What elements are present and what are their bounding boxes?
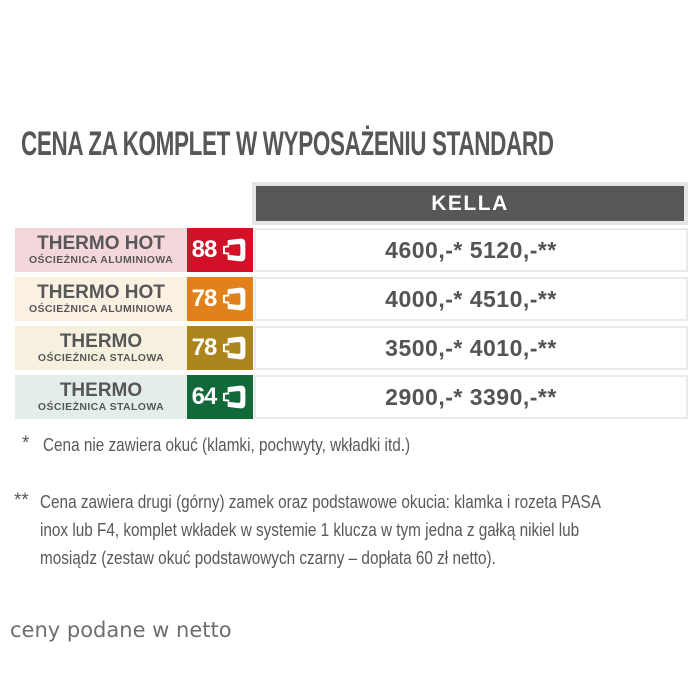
- open-door-icon: [223, 238, 246, 262]
- footnote-single: Cena nie zawiera okuć (klamki, pochwyty,…: [43, 431, 475, 459]
- price-cell: 3500,-* 4010,-**: [254, 326, 688, 370]
- door-thickness-value: 78: [191, 334, 218, 361]
- frame-type-label: OŚCIEŻNICA STALOWA: [37, 400, 165, 413]
- door-thickness-badge: 64: [187, 375, 253, 419]
- door-thickness-badge: 78: [187, 326, 253, 370]
- frame-type-label: OŚCIEŻNICA ALUMINIOWA: [28, 302, 174, 315]
- price-cell: 2900,-* 3390,-**: [254, 375, 688, 419]
- open-door-icon: [223, 336, 246, 360]
- page-title: CENA ZA KOMPLET W WYPOSAŻENIU STANDARD: [21, 127, 700, 161]
- table-header-kella: KELLA: [252, 182, 688, 225]
- net-prices-note: ceny podane w netto: [10, 618, 232, 642]
- frame-type-label: OŚCIEŻNICA STALOWA: [37, 351, 165, 364]
- product-name: THERMO HOT: [37, 232, 165, 254]
- door-thickness-value: 64: [191, 383, 218, 410]
- price-cell: 4000,-* 4510,-**: [254, 277, 688, 321]
- frame-type-label: OŚCIEŻNICA ALUMINIOWA: [28, 253, 174, 266]
- product-label-cell: THERMO HOT OŚCIEŻNICA ALUMINIOWA: [15, 277, 187, 321]
- page-title-text: CENA ZA KOMPLET W WYPOSAŻENIU STANDARD: [21, 125, 554, 163]
- open-door-icon: [223, 385, 246, 409]
- table-row: THERMO HOT OŚCIEŻNICA ALUMINIOWA 78 4000…: [0, 277, 700, 321]
- product-label-cell: THERMO OŚCIEŻNICA STALOWA: [15, 326, 187, 370]
- footnote-double-text: Cena zawiera drugi (górny) zamek oraz po…: [40, 492, 601, 568]
- product-name: THERMO: [59, 379, 143, 401]
- footnote-double: Cena zawiera drugi (górny) zamek oraz po…: [40, 488, 700, 572]
- product-label-cell: THERMO OŚCIEŻNICA STALOWA: [15, 375, 187, 419]
- footnote-marker-single: *: [22, 433, 30, 454]
- brand-name: KELLA: [431, 191, 509, 215]
- open-door-icon: [223, 287, 246, 311]
- door-thickness-value: 78: [191, 285, 218, 312]
- door-thickness-badge: 88: [187, 228, 253, 272]
- product-name: THERMO HOT: [37, 281, 165, 303]
- footnote-single-text: Cena nie zawiera okuć (klamki, pochwyty,…: [43, 435, 411, 455]
- door-thickness-value: 88: [191, 236, 218, 263]
- footnote-marker-double: **: [14, 490, 29, 511]
- table-row: THERMO HOT OŚCIEŻNICA ALUMINIOWA 88 4600…: [0, 228, 700, 272]
- table-row: THERMO OŚCIEŻNICA STALOWA 78 3500,-* 401…: [0, 326, 700, 370]
- price-cell: 4600,-* 5120,-**: [254, 228, 688, 272]
- table-row: THERMO OŚCIEŻNICA STALOWA 64 2900,-* 339…: [0, 375, 700, 419]
- door-thickness-badge: 78: [187, 277, 253, 321]
- product-label-cell: THERMO HOT OŚCIEŻNICA ALUMINIOWA: [15, 228, 187, 272]
- product-name: THERMO: [59, 330, 143, 352]
